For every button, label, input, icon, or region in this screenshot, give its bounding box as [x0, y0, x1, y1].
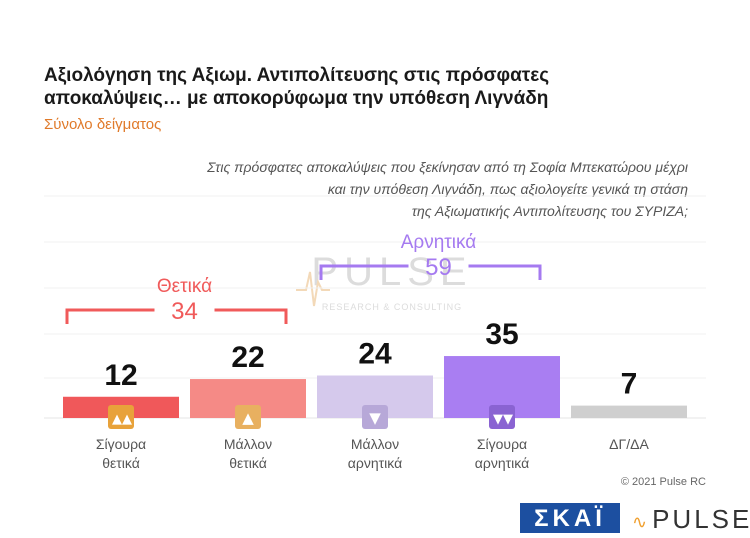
svg-text:▲▲: ▲▲	[112, 412, 132, 427]
thumbs-up-icon: ▲	[235, 405, 261, 429]
category-label: αρνητικά	[348, 455, 402, 471]
question-line-2: και την υπόθεση Λιγνάδη, πως αξιολογείτε…	[327, 181, 688, 197]
value-label: 22	[231, 341, 264, 374]
category-label: Μάλλον	[351, 436, 399, 452]
group-label: Θετικά	[157, 276, 212, 297]
double-thumbs-down-icon: ▼▼	[489, 405, 515, 429]
question-line-1: Στις πρόσφατες αποκαλύψεις που ξεκίνησαν…	[207, 159, 688, 175]
double-thumbs-up-icon: ▲▲	[108, 405, 134, 429]
pulse-wave-icon: ∿	[632, 512, 651, 532]
value-label: 24	[358, 338, 392, 371]
pulse-logo-text: PULSE	[652, 504, 750, 534]
chart-title: Αξιολόγηση της Αξιωμ. Αντιπολίτευσης στι…	[44, 64, 664, 110]
thumbs-down-icon: ▼	[362, 405, 388, 429]
category-label: αρνητικά	[475, 455, 529, 471]
category-label: ΔΓ/ΔΑ	[609, 436, 649, 452]
group-total: 59	[425, 254, 452, 281]
value-label: 7	[621, 368, 638, 401]
pulse-watermark: PULSE RESEARCH & CONSULTING	[296, 250, 472, 312]
watermark-sub: RESEARCH & CONSULTING	[322, 302, 462, 312]
bracket-right	[468, 264, 542, 280]
group-total: 34	[171, 298, 198, 325]
category-label: θετικά	[102, 455, 140, 471]
svg-text:▼: ▼	[369, 409, 381, 427]
bracket-right	[214, 308, 288, 324]
pulse-logo: ∿PULSE	[632, 503, 749, 534]
category-label: Σίγουρα	[477, 436, 527, 452]
category-labels: Σίγουρα θετικά Μάλλον θετικά Μάλλον αρνητικά Σ…	[96, 436, 650, 471]
skai-logo: ΣΚΑΪ	[520, 503, 620, 533]
bracket-left	[319, 264, 409, 280]
category-label: Σίγουρα	[96, 436, 146, 452]
bars	[63, 356, 687, 418]
bar-icons: ▲▲ ▲ ▼ ▼▼	[108, 405, 515, 429]
copyright: © 2021 Pulse RC	[620, 476, 706, 488]
value-labels: 12 22 24 35 7	[104, 318, 637, 401]
bar	[571, 405, 687, 418]
value-label: 12	[104, 359, 137, 392]
title-line-1: Αξιολόγηση της Αξιωμ. Αντιπολίτευσης στι…	[44, 65, 550, 86]
bracket-left	[65, 308, 155, 324]
svg-text:▼▼: ▼▼	[493, 412, 513, 427]
category-label: θετικά	[229, 455, 267, 471]
question-line-3: της Αξιωματικής Αντιπολίτευσης του ΣΥΡΙΖ…	[411, 203, 688, 219]
watermark-wave-icon	[296, 271, 330, 307]
svg-text:▲: ▲	[242, 409, 254, 427]
chart-subtitle: Σύνολο δείγματος	[44, 116, 162, 133]
value-label: 35	[485, 318, 518, 351]
watermark-main: PULSE	[311, 250, 472, 294]
title-line-2: αποκαλύψεις… με αποκορύφωμα την υπόθεση …	[44, 88, 549, 109]
group-label: Αρνητικά	[401, 232, 477, 253]
category-label: Μάλλον	[224, 436, 272, 452]
survey-question: Στις πρόσφατες αποκαλύψεις που ξεκίνησαν…	[128, 156, 688, 222]
